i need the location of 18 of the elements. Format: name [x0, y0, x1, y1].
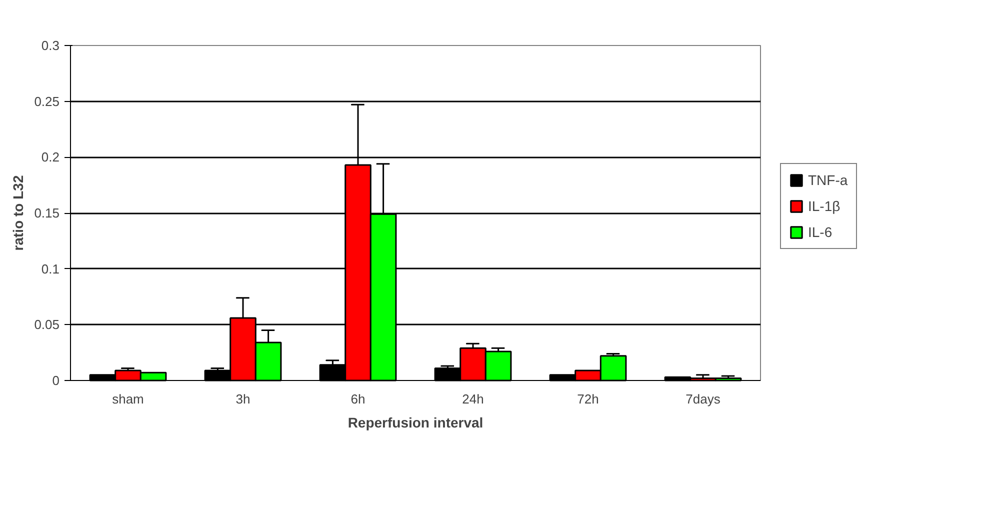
- y-tick-label: 0.25: [34, 94, 60, 109]
- y-tick-label: 0: [52, 373, 60, 388]
- legend-label: TNF-a: [808, 172, 848, 188]
- x-tick-label: 7days: [686, 392, 721, 406]
- x-tick-label: 6h: [350, 392, 366, 406]
- y-tick-label: 0.1: [41, 261, 60, 276]
- x-axis-title: Reperfusion interval: [348, 414, 484, 430]
- y-tick-label: 0.2: [41, 150, 60, 165]
- x-tick-label: 3h: [236, 392, 250, 406]
- legend-label: IL-1β: [808, 198, 840, 214]
- y-tick-label: 0.15: [34, 206, 60, 220]
- x-tick-label: sham: [112, 392, 144, 406]
- x-tick-label: 24h: [462, 392, 484, 406]
- y-axis-title: ratio to L32: [10, 175, 26, 251]
- x-tick-label: 72h: [577, 392, 599, 406]
- legend-label: IL-6: [808, 224, 832, 240]
- y-tick-label: 0.3: [41, 38, 60, 53]
- y-tick-label: 0.05: [34, 317, 60, 332]
